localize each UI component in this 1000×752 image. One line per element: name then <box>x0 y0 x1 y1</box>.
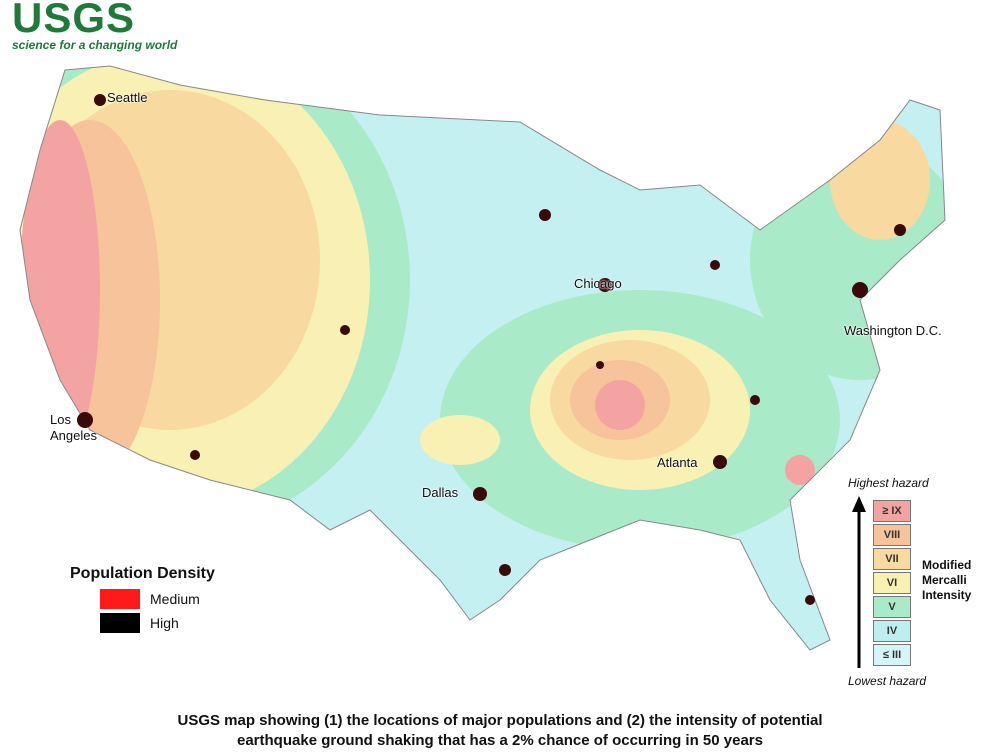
caption-line: USGS map showing (1) the locations of ma… <box>177 712 823 729</box>
legend-title: Modified Mercalli Intensity <box>922 558 972 602</box>
hazard-arrowhead <box>852 496 866 512</box>
legend-class: ≤ III <box>873 644 911 666</box>
population-dots <box>77 94 906 605</box>
city-label: Washington D.C. <box>844 323 942 338</box>
city-label: Dallas <box>422 485 459 500</box>
caption-line: earthquake ground shaking that has a 2% … <box>237 732 763 749</box>
logo: USGS <box>12 0 136 41</box>
legend-class: VII <box>873 548 911 570</box>
city-label: Seattle <box>107 90 148 105</box>
logo-tagline: science for a changing world <box>12 38 178 52</box>
legend-class: V <box>873 596 911 618</box>
legend-class: VIII <box>873 524 911 546</box>
caption: USGS map showing (1) the locations of ma… <box>0 711 1000 751</box>
legend-class: VI <box>873 572 911 594</box>
legend-label: Lowest hazard <box>848 674 927 688</box>
legend-swatch <box>100 589 140 609</box>
legend-label: Highest hazard <box>848 476 929 490</box>
city-label: Atlanta <box>657 455 698 470</box>
city-label: Los Angeles <box>50 412 97 443</box>
city-label: Chicago <box>574 276 622 291</box>
legend-class: ≥ IX <box>873 500 911 522</box>
legend-swatch <box>100 613 140 633</box>
legend-label: Medium <box>150 591 200 607</box>
legend-label: High <box>150 615 179 631</box>
legend-class: IV <box>873 620 911 642</box>
legend-title: Population Density <box>70 565 215 582</box>
